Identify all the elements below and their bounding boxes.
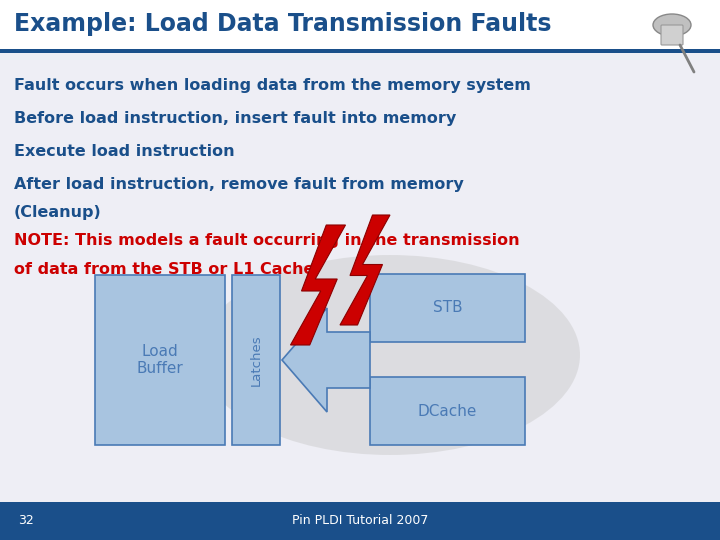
Polygon shape [290,225,346,345]
Text: Pin PLDI Tutorial 2007: Pin PLDI Tutorial 2007 [292,515,428,528]
Text: DCache: DCache [418,403,477,418]
Ellipse shape [653,14,691,36]
FancyBboxPatch shape [661,25,683,45]
Bar [0,0,720,50]
Text: Before load instruction, insert fault into memory: Before load instruction, insert fault in… [14,111,456,126]
Bar [370,377,525,445]
Polygon shape [340,215,390,325]
Text: Execute load instruction: Execute load instruction [14,144,235,159]
Text: After load instruction, remove fault from memory: After load instruction, remove fault fro… [14,177,464,192]
Bar [0,49,720,53]
Bar [0,53,720,502]
Text: of data from the STB or L1 Cache: of data from the STB or L1 Cache [14,262,315,277]
Bar [370,274,525,342]
Ellipse shape [200,255,580,455]
Text: Example: Load Data Transmission Faults: Example: Load Data Transmission Faults [14,12,552,36]
Polygon shape [282,308,370,412]
Text: Latches: Latches [250,334,263,386]
Bar [0,502,720,540]
Text: Fault occurs when loading data from the memory system: Fault occurs when loading data from the … [14,78,531,93]
Text: NOTE: This models a fault occurring in the transmission: NOTE: This models a fault occurring in t… [14,233,520,248]
Bar [95,275,225,445]
Bar [232,275,280,445]
Text: 32: 32 [18,515,34,528]
Text: (Cleanup): (Cleanup) [14,205,102,220]
Text: Load
Buffer: Load Buffer [137,344,184,376]
Text: STB: STB [433,300,462,315]
